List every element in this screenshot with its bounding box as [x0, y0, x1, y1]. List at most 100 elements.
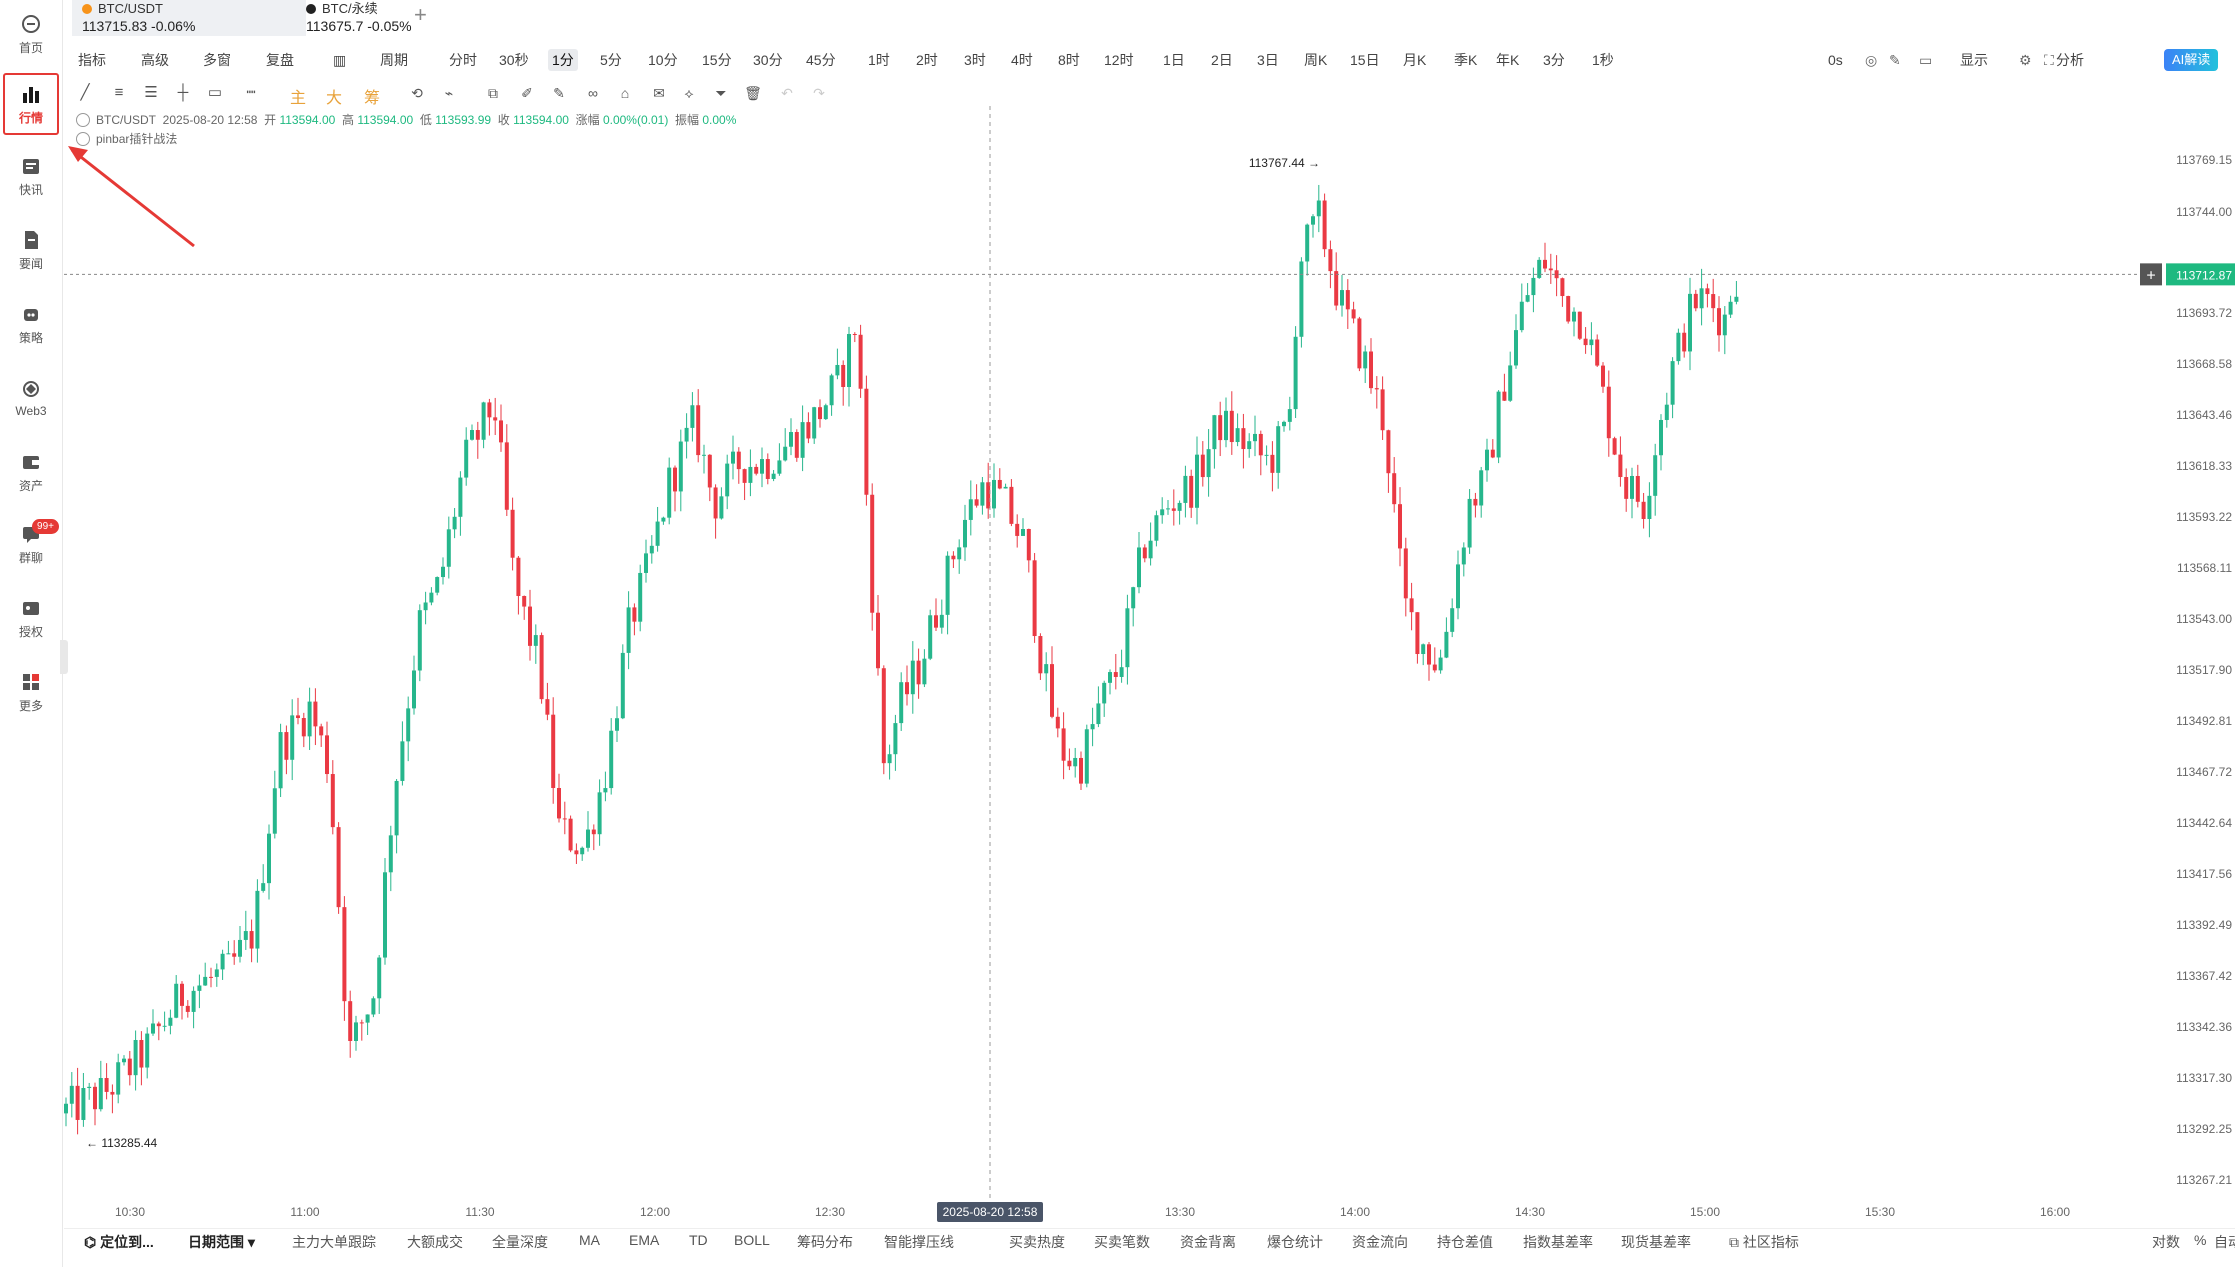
- overlay-toggle-0[interactable]: 主: [290, 90, 307, 107]
- indicator-item-3[interactable]: 大额成交: [407, 1234, 463, 1250]
- indicator-item-17[interactable]: 指数基差率: [1523, 1234, 1593, 1250]
- toolbar-item-16[interactable]: 3时: [964, 52, 986, 68]
- indicator-item-19[interactable]: ⧉ 社区指标: [1729, 1234, 1799, 1250]
- rectangle-icon[interactable]: ▭: [207, 84, 223, 101]
- sidebar-item-6[interactable]: 资产: [3, 441, 59, 503]
- indicator-item-13[interactable]: 资金背离: [1180, 1234, 1236, 1250]
- sidebar-item-9[interactable]: 更多: [3, 661, 59, 723]
- toolbar-item-24[interactable]: 15日: [1350, 52, 1380, 68]
- indicator-item-10[interactable]: 智能撑压线: [884, 1234, 954, 1250]
- add-tab-button[interactable]: +: [414, 2, 427, 27]
- overlay-toggle-1[interactable]: 大: [326, 90, 343, 107]
- eraser-icon[interactable]: ⟡: [684, 85, 694, 101]
- magic-line-icon[interactable]: ⌁: [444, 85, 454, 101]
- trend-line-icon[interactable]: ╱: [80, 84, 90, 101]
- note-icon[interactable]: ✉: [653, 85, 665, 101]
- tab-btc-perp[interactable]: BTC/永续 113675.7 -0.05%: [296, 0, 466, 36]
- sidebar-item-0[interactable]: 首页: [3, 3, 59, 65]
- settings-icon[interactable]: ⚙: [2019, 52, 2032, 68]
- visibility-icon[interactable]: [76, 131, 90, 146]
- indicator-item-5[interactable]: MA: [579, 1232, 600, 1248]
- toolbar-item-29[interactable]: 1秒: [1592, 52, 1614, 68]
- toolbar-item-1[interactable]: 高级: [141, 52, 169, 68]
- ai-interpret-button[interactable]: AI解读: [2164, 49, 2219, 71]
- parallel-lines-icon[interactable]: ☰: [144, 84, 158, 101]
- camera-icon[interactable]: ◎: [1865, 52, 1878, 68]
- sidebar-item-2[interactable]: 快讯: [3, 145, 59, 207]
- toolbar-item-22[interactable]: 3日: [1257, 52, 1279, 68]
- countdown-label[interactable]: 0s: [1828, 52, 1843, 68]
- redo-icon[interactable]: ↷: [813, 85, 825, 101]
- toolbar-item-11[interactable]: 15分: [702, 52, 732, 68]
- indicator-item-9[interactable]: 筹码分布: [797, 1234, 853, 1250]
- indicator-item-15[interactable]: 资金流向: [1352, 1234, 1408, 1250]
- rotate-icon[interactable]: ⟲: [411, 85, 423, 101]
- toolbar-item-13[interactable]: 45分: [806, 52, 836, 68]
- toolbar-item-6[interactable]: 分时: [449, 52, 477, 68]
- toolbar-item-8[interactable]: 1分: [548, 49, 578, 71]
- toolbar-item-5[interactable]: 周期: [380, 52, 408, 68]
- toolbar-item-3[interactable]: 复盘: [266, 52, 294, 68]
- window-icon[interactable]: ▭: [1919, 52, 1933, 68]
- sidebar-item-8[interactable]: 授权: [3, 587, 59, 649]
- indicator-item-0[interactable]: ⌬ 定位到...: [84, 1234, 154, 1250]
- toolbar-item-18[interactable]: 8时: [1058, 52, 1080, 68]
- tab-btc-usdt[interactable]: BTC/USDT 113715.83 -0.06%: [72, 0, 306, 36]
- sidebar-item-1[interactable]: 行情: [3, 73, 59, 135]
- more-tools-icon[interactable]: ┉: [246, 84, 256, 101]
- indicator-item-6[interactable]: EMA: [629, 1232, 660, 1248]
- pen-icon[interactable]: ✎: [1889, 52, 1901, 68]
- sidebar-item-3[interactable]: 要闻: [3, 219, 59, 281]
- visibility-icon[interactable]: [76, 112, 90, 127]
- add-alert-button[interactable]: [2140, 263, 2162, 286]
- sidebar-item-5[interactable]: Web3: [3, 367, 59, 429]
- ruler-icon[interactable]: ✐: [521, 85, 533, 101]
- fullscreen-icon[interactable]: ⛶: [2044, 52, 2054, 68]
- indicator-item-11[interactable]: 买卖热度: [1009, 1234, 1065, 1250]
- indicator-item-16[interactable]: 持仓差值: [1437, 1234, 1493, 1250]
- sidebar-item-4[interactable]: 策略: [3, 293, 59, 355]
- display-button[interactable]: 显示: [1960, 52, 1988, 68]
- sidebar-item-7[interactable]: 群聊 99+: [3, 513, 59, 575]
- indicator-item-1[interactable]: 日期范围 ▾: [188, 1234, 255, 1250]
- toolbar-item-28[interactable]: 3分: [1543, 52, 1565, 68]
- filter-icon[interactable]: ⏷: [715, 85, 727, 101]
- toolbar-item-25[interactable]: 月K: [1403, 52, 1427, 68]
- indicator-item-14[interactable]: 爆仓统计: [1267, 1234, 1323, 1250]
- glasses-icon[interactable]: ∞: [588, 85, 598, 101]
- undo-icon[interactable]: ↶: [781, 85, 793, 101]
- indicator-item-2[interactable]: 主力大单跟踪: [292, 1234, 376, 1250]
- indicator-name[interactable]: pinbar插针战法: [96, 132, 178, 146]
- trash-icon[interactable]: 🗑: [744, 85, 762, 101]
- toolbar-item-14[interactable]: 1时: [868, 52, 890, 68]
- horizontal-lines-icon[interactable]: ≡: [114, 84, 124, 101]
- toolbar-item-19[interactable]: 12时: [1104, 52, 1134, 68]
- indicator-item-7[interactable]: TD: [689, 1232, 708, 1248]
- toolbar-item-15[interactable]: 2时: [916, 52, 938, 68]
- toolbar-item-9[interactable]: 5分: [600, 52, 622, 68]
- toolbar-item-17[interactable]: 4时: [1011, 52, 1033, 68]
- scale-option-0[interactable]: 对数: [2152, 1234, 2180, 1250]
- scale-option-1[interactable]: %: [2194, 1232, 2207, 1248]
- ray-icon[interactable]: ┼: [177, 84, 189, 101]
- toolbar-item-0[interactable]: 指标: [78, 52, 106, 68]
- lock-icon[interactable]: ⌂: [620, 85, 630, 101]
- toolbar-item-2[interactable]: 多窗: [203, 52, 231, 68]
- sidebar-collapse-handle[interactable]: [60, 640, 68, 674]
- indicator-item-12[interactable]: 买卖笔数: [1094, 1234, 1150, 1250]
- toolbar-item-12[interactable]: 30分: [753, 52, 783, 68]
- indicator-item-4[interactable]: 全量深度: [492, 1234, 548, 1250]
- copy-icon[interactable]: ⧉: [488, 85, 498, 101]
- toolbar-item-21[interactable]: 2日: [1211, 52, 1233, 68]
- indicator-item-8[interactable]: BOLL: [734, 1232, 770, 1248]
- toolbar-item-7[interactable]: 30秒: [499, 52, 529, 68]
- toolbar-item-23[interactable]: 周K: [1304, 52, 1328, 68]
- toolbar-item-10[interactable]: 10分: [648, 52, 678, 68]
- toolbar-item-4[interactable]: ▥: [333, 52, 347, 68]
- toolbar-item-27[interactable]: 年K: [1496, 52, 1520, 68]
- overlay-toggle-2[interactable]: 筹: [364, 90, 381, 107]
- toolbar-item-26[interactable]: 季K: [1454, 52, 1478, 68]
- indicator-item-18[interactable]: 现货基差率: [1621, 1234, 1691, 1250]
- brush-icon[interactable]: ✎: [553, 85, 565, 101]
